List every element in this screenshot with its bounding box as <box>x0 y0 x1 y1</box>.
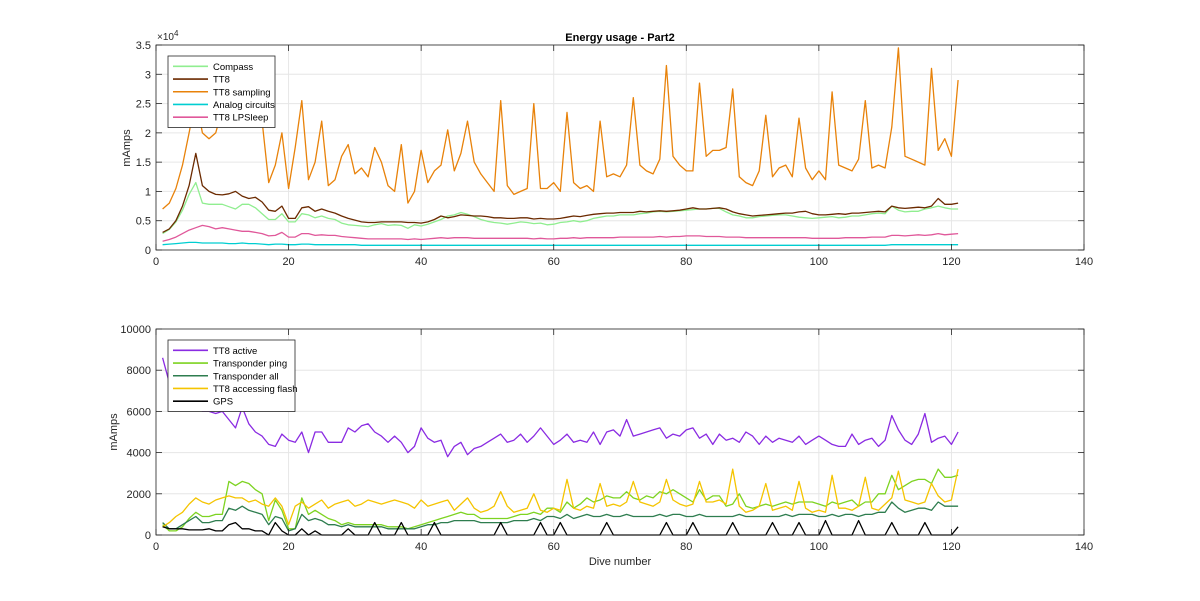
y-exponent-power: 4 <box>174 29 179 38</box>
x-tick-label: 120 <box>942 541 960 553</box>
y-tick-label: 3 <box>145 69 151 81</box>
legend-label-tt8-accessing-flash: TT8 accessing flash <box>213 384 297 395</box>
x-tick-label: 0 <box>153 541 159 553</box>
top-panel-title: Energy usage - Part2 <box>565 32 674 44</box>
series-line-analog-circuits <box>162 241 959 246</box>
legend-label-transponder-all: Transponder all <box>213 371 279 382</box>
top-panel-ylabel: mAmps <box>121 129 133 167</box>
series-line-tt8 <box>162 152 959 233</box>
series-group <box>162 47 959 246</box>
series-line-tt8-lpsleep <box>162 224 959 242</box>
series-group <box>161 357 959 536</box>
x-tick-label: 140 <box>1075 256 1093 268</box>
axes-box <box>155 44 1085 251</box>
series-line-tt8-sampling <box>162 47 959 210</box>
x-tick-label: 80 <box>680 541 692 553</box>
y-tick-label: 1 <box>145 186 151 198</box>
legend-label-analog-circuits: Analog circuits <box>213 100 275 111</box>
y-exponent-base: ×10 <box>157 32 174 43</box>
x-tick-label: 20 <box>282 541 294 553</box>
bottom-panel-xlabel: Dive number <box>589 556 652 568</box>
legend-label-transponder-ping: Transponder ping <box>213 359 287 370</box>
bottom-panel-ylabel: mAmps <box>108 413 120 451</box>
legend-label-tt8-sampling: TT8 sampling <box>213 87 271 98</box>
y-tick-label: 2.5 <box>136 99 151 111</box>
y-tick-label: 3.5 <box>136 40 151 52</box>
x-tick-label: 40 <box>415 256 427 268</box>
y-tick-label: 2 <box>145 128 151 140</box>
y-tick-label: 0 <box>145 245 151 257</box>
x-tick-label: 60 <box>548 541 560 553</box>
x-tick-label: 120 <box>942 256 960 268</box>
series-line-compass <box>162 181 959 235</box>
x-tick-label: 100 <box>810 256 828 268</box>
y-tick-label: 10000 <box>120 324 151 336</box>
legend-label-tt8-lpsleep: TT8 LPSleep <box>213 113 268 124</box>
legend-label-tt8: TT8 <box>213 75 230 86</box>
y-tick-label: 6000 <box>127 406 151 418</box>
series-line-transponder-all <box>162 501 959 532</box>
y-exponent-label: ×104 <box>157 29 179 43</box>
x-tick-label: 20 <box>282 256 294 268</box>
y-tick-label: 1.5 <box>136 157 151 169</box>
series-line-tt8-active <box>161 357 959 458</box>
bottom-panel: mAmps Dive number 0 20 40 60 80 100 120 140 0 200… <box>108 324 1093 568</box>
x-tick-label: 40 <box>415 541 427 553</box>
x-tick-label: 0 <box>153 256 159 268</box>
x-tick-label: 140 <box>1075 541 1093 553</box>
series-line-gps <box>162 519 959 536</box>
legend-label-gps: GPS <box>213 397 233 408</box>
top-panel: Energy usage - Part2 mAmps ×104 0 20 40 60 8… <box>121 29 1093 268</box>
x-tick-label: 60 <box>548 256 560 268</box>
series-line-transponder-ping <box>162 468 959 532</box>
y-tick-label: 0 <box>145 530 151 542</box>
axes-box <box>155 328 1085 536</box>
legend-label-compass: Compass <box>213 62 253 73</box>
y-tick-label: 4000 <box>127 448 151 460</box>
y-tick-label: 0.5 <box>136 216 151 228</box>
y-tick-label: 8000 <box>127 365 151 377</box>
series-line-tt8-accessing-flash <box>162 468 959 528</box>
y-tick-label: 2000 <box>127 489 151 501</box>
x-tick-label: 80 <box>680 256 692 268</box>
x-tick-label: 100 <box>810 541 828 553</box>
legend-label-tt8-active: TT8 active <box>213 346 257 357</box>
